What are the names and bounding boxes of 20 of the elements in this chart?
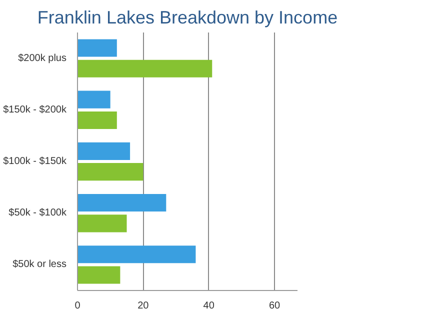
y-tick-label: $200k plus xyxy=(18,52,67,64)
bar xyxy=(78,194,166,212)
bar xyxy=(78,163,144,181)
chart-title: Franklin Lakes Breakdown by Income xyxy=(37,8,338,28)
bar xyxy=(78,142,130,160)
x-tick-label: 60 xyxy=(268,300,281,311)
bar xyxy=(78,111,117,129)
y-tick-label: $50k - $100k xyxy=(8,208,68,219)
bar xyxy=(78,60,212,78)
bar xyxy=(78,39,117,57)
x-tick-label: 0 xyxy=(74,300,81,311)
x-tick-label: 40 xyxy=(203,300,215,311)
y-tick-label: $100k - $150k xyxy=(3,156,68,167)
bar xyxy=(78,246,196,264)
bar xyxy=(78,90,110,108)
bar xyxy=(78,266,120,284)
x-tick-label: 20 xyxy=(138,300,150,311)
bar xyxy=(78,214,127,232)
y-tick-label: $50k or less xyxy=(12,259,67,270)
y-tick-label: $150k - $200k xyxy=(3,104,68,116)
